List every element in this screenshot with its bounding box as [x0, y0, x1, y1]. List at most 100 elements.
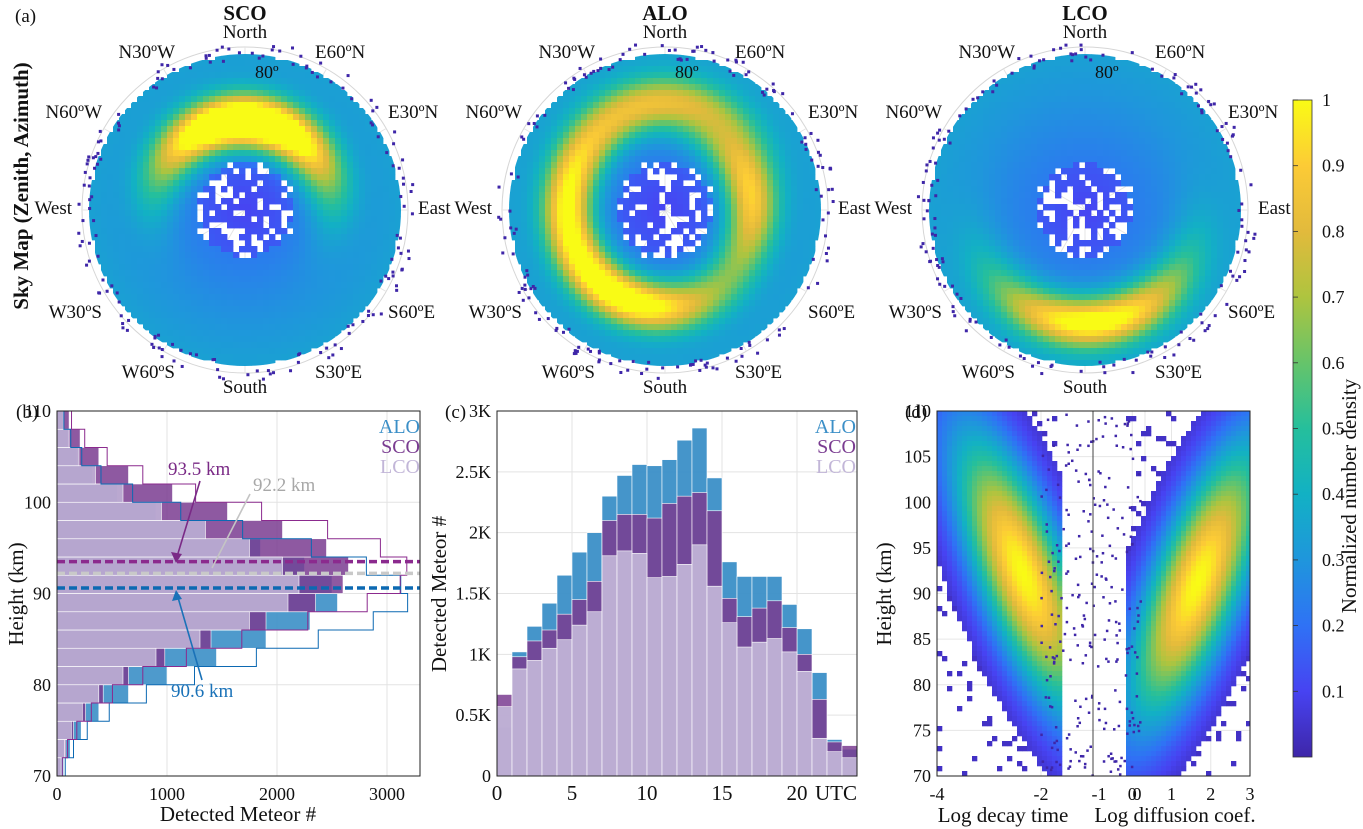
sky-density-cell	[359, 210, 366, 217]
sky-density-cell	[251, 174, 258, 181]
sky-density-cell	[353, 126, 360, 133]
sky-density-cell	[797, 138, 804, 145]
sky-density-cell	[377, 156, 384, 163]
sky-density-cell	[353, 222, 360, 229]
sky-density-cell	[317, 144, 324, 151]
sky-density-cell	[689, 324, 696, 331]
sky-density-cell	[203, 78, 210, 85]
sky-density-cell	[809, 228, 816, 235]
sky-density-cell	[197, 336, 204, 343]
sky-density-cell	[155, 258, 162, 265]
sky-density-cell	[1001, 96, 1008, 103]
sky-density-cell	[131, 306, 138, 313]
sky-density-cell	[233, 96, 240, 103]
sky-density-cell	[197, 72, 204, 79]
sky-density-cell	[635, 324, 642, 331]
sky-density-cell	[713, 336, 720, 343]
sky-density-cell	[137, 246, 144, 253]
sky-density-cell	[239, 60, 246, 67]
sky-density-cell	[203, 240, 210, 247]
sky-density-cell	[239, 276, 246, 283]
sky-density-cell	[329, 186, 336, 193]
sky-density-cell	[323, 270, 330, 277]
sky-density-cell	[1055, 96, 1062, 103]
sky-density-cell	[767, 234, 774, 241]
sky-density-cell	[209, 114, 216, 121]
sky-density-cell	[767, 192, 774, 199]
sky-density-cell	[155, 114, 162, 121]
sky-density-cell	[305, 72, 312, 79]
sky-outlier-point	[289, 369, 293, 373]
sky-density-cell	[263, 240, 270, 247]
sky-density-cell	[785, 246, 792, 253]
sky-density-cell	[317, 138, 324, 145]
sky-density-cell	[599, 246, 606, 253]
sky-density-cell	[269, 162, 276, 169]
sky-density-cell	[191, 192, 198, 199]
sky-density-cell	[197, 96, 204, 103]
sky-density-cell	[665, 246, 672, 253]
sky-density-cell	[143, 318, 150, 325]
sky-density-cell	[545, 138, 552, 145]
sky-density-cell	[809, 192, 816, 199]
sky-density-cell	[215, 84, 222, 91]
sky-density-cell	[389, 222, 396, 229]
sky-density-cell	[593, 186, 600, 193]
sky-density-cell	[143, 264, 150, 271]
sky-density-cell	[167, 102, 174, 109]
sky-density-cell	[593, 324, 600, 331]
sky-density-cell	[371, 138, 378, 145]
sky-density-cell	[719, 168, 726, 175]
sky-density-cell	[731, 246, 738, 253]
sky-density-cell	[581, 174, 588, 181]
sky-density-cell	[521, 144, 528, 151]
sky-density-cell	[323, 150, 330, 157]
sky-density-cell	[149, 318, 156, 325]
sky-density-cell	[743, 138, 750, 145]
sky-density-cell	[677, 270, 684, 277]
sky-density-cell	[233, 330, 240, 337]
sky-density-cell	[269, 330, 276, 337]
sky-density-cell	[671, 120, 678, 127]
sky-density-cell	[611, 240, 618, 247]
sky-density-cell	[221, 306, 228, 313]
sky-density-cell	[677, 276, 684, 283]
sky-density-cell	[155, 78, 162, 85]
sky-density-cell	[689, 84, 696, 91]
sky-density-cell	[539, 288, 546, 295]
sky-density-cell	[335, 306, 342, 313]
sky-density-cell	[725, 348, 732, 355]
sky-density-cell	[281, 174, 288, 181]
sky-density-cell	[137, 102, 144, 109]
sky-density-cell	[701, 336, 708, 343]
sky-density-cell	[1133, 60, 1140, 67]
sky-density-cell	[1151, 72, 1158, 79]
sky-density-cell	[143, 120, 150, 127]
sky-density-cell	[257, 186, 264, 193]
sky-density-cell	[179, 210, 186, 217]
sky-density-cell	[269, 90, 276, 97]
sky-density-cell	[587, 210, 594, 217]
sky-density-cell	[143, 222, 150, 229]
sky-density-cell	[233, 102, 240, 109]
sky-density-cell	[161, 234, 168, 241]
sky-density-cell	[659, 114, 666, 121]
sky-density-cell	[815, 186, 821, 193]
sky-density-cell	[569, 204, 576, 211]
sky-density-cell	[185, 132, 192, 139]
sky-density-cell	[707, 252, 714, 259]
sky-direction-label: W60ºS	[122, 362, 175, 383]
sky-density-cell	[203, 156, 210, 163]
sky-density-cell	[143, 234, 150, 241]
sky-density-cell	[593, 168, 600, 175]
panel-label-b: (b)	[16, 402, 38, 423]
sky-density-cell	[671, 228, 678, 235]
sky-density-cell	[347, 234, 354, 241]
sky-density-cell	[185, 90, 192, 97]
sky-density-cell	[737, 252, 744, 259]
sky-density-cell	[239, 294, 246, 301]
sky-density-cell	[209, 324, 216, 331]
sky-density-cell	[335, 168, 342, 175]
sky-density-cell	[677, 126, 684, 133]
sky-outlier-point	[827, 188, 831, 192]
